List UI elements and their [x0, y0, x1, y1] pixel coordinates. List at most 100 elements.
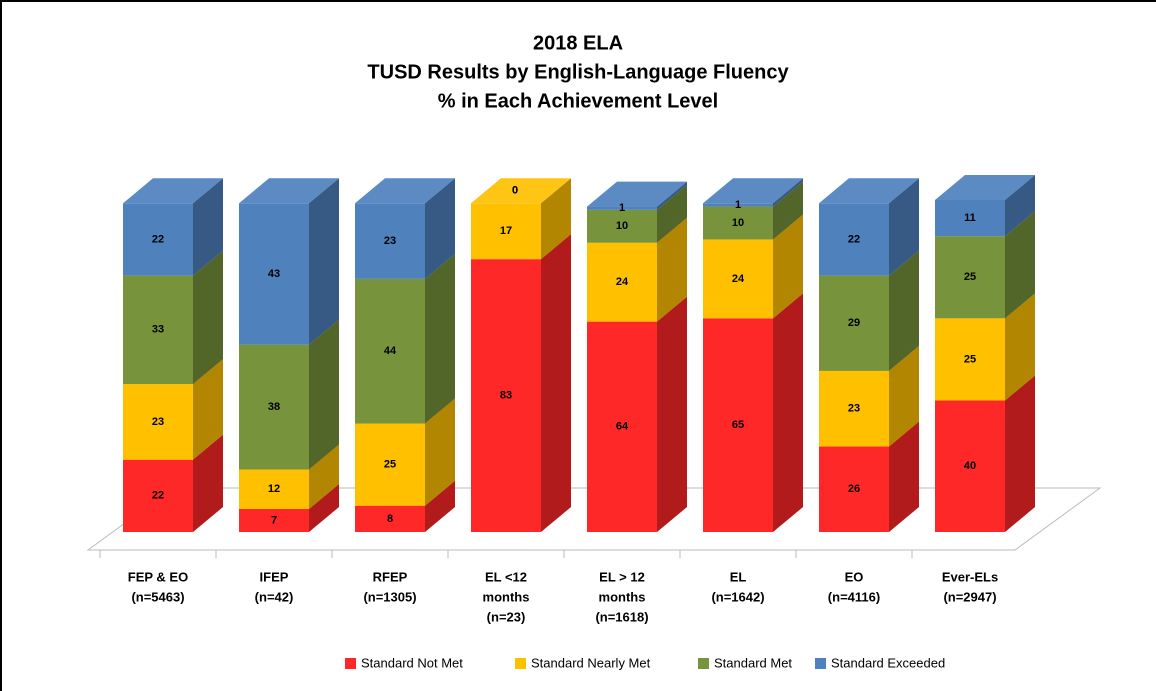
bar: [123, 459, 193, 532]
bar-top: [471, 178, 571, 204]
bar-side: [657, 184, 687, 243]
bar-top: [355, 178, 455, 204]
x-tick-label: (n=4116): [828, 589, 880, 604]
value-label: 12: [268, 483, 280, 495]
bar-side-shade: [425, 480, 455, 532]
value-label: 0: [512, 185, 518, 197]
bar-side-shade: [1005, 175, 1035, 237]
bar-side: [541, 178, 571, 260]
value-label: 24: [732, 273, 745, 285]
value-label: 25: [964, 353, 976, 365]
bar-side: [309, 483, 339, 532]
value-label: 44: [384, 345, 397, 357]
value-label: 25: [964, 271, 976, 283]
bar-side-shade: [1005, 375, 1035, 532]
bar-top-shade: [587, 181, 687, 207]
legend-label: Standard Not Met: [361, 655, 463, 670]
value-label: 22: [152, 490, 164, 502]
bar: [355, 203, 425, 279]
value-label: 23: [848, 403, 860, 415]
bar: [703, 206, 773, 240]
x-tick-label: (n=1618): [595, 609, 648, 624]
bar-side-shade: [657, 184, 687, 243]
x-tick-label: FEP & EO: [128, 569, 188, 584]
bar: [471, 259, 541, 532]
value-label: 24: [616, 276, 629, 288]
bar-side: [773, 178, 803, 207]
bar-side-shade: [309, 319, 339, 470]
bar: [239, 203, 309, 345]
bar-side-shade: [425, 253, 455, 424]
x-tick-label: (n=23): [487, 609, 526, 624]
x-tick-label: EL: [730, 569, 747, 584]
bar: [355, 278, 425, 424]
bar-side-shade: [193, 359, 223, 460]
bar-side: [1005, 293, 1035, 401]
bar-top: [935, 175, 1035, 200]
legend-label: Standard Met: [714, 655, 792, 670]
bar-side: [193, 359, 223, 460]
value-label: 17: [500, 225, 512, 237]
bar-side: [889, 345, 919, 447]
x-tick-label: (n=42): [255, 589, 294, 604]
bar-side: [193, 434, 223, 532]
bar: [239, 469, 309, 509]
bar-side: [425, 178, 455, 279]
bar-side-shade: [773, 178, 803, 207]
bar-side: [309, 319, 339, 470]
legend-swatch: [698, 658, 709, 669]
bar-side: [1005, 375, 1035, 532]
bar-top-shade: [935, 175, 1035, 200]
bar: [587, 209, 657, 243]
value-label: 29: [848, 317, 860, 329]
bar: [471, 203, 541, 260]
value-label: 64: [616, 421, 629, 433]
bar: [703, 318, 773, 532]
bar-side-shade: [773, 293, 803, 532]
bar-side-shade: [773, 181, 803, 240]
bar-side: [309, 444, 339, 509]
bar-side-shade: [193, 434, 223, 532]
x-tick-label: EL <12: [485, 569, 527, 584]
bar-side: [1005, 211, 1035, 319]
value-label: 38: [268, 401, 280, 413]
bar-side: [193, 250, 223, 385]
value-label: 22: [848, 233, 860, 245]
value-label: 23: [384, 235, 396, 247]
value-label: 7: [271, 514, 277, 526]
value-label: 43: [268, 268, 280, 280]
bar-side-shade: [193, 250, 223, 385]
bar: [587, 242, 657, 322]
bar-side-shade: [889, 178, 919, 276]
x-tick-label: RFEP: [373, 569, 408, 584]
bar-side-shade: [657, 296, 687, 532]
bar-top-shade: [819, 178, 919, 204]
x-tick-label: months: [483, 589, 530, 604]
bar-side-shade: [309, 178, 339, 345]
bar-side: [657, 296, 687, 532]
value-label: 83: [500, 389, 512, 401]
bar: [819, 446, 889, 532]
bar-side-shade: [425, 178, 455, 279]
bar-side: [425, 480, 455, 532]
bar-side-shade: [193, 178, 223, 276]
value-label: 23: [152, 416, 164, 428]
x-tick-label: Ever-ELs: [942, 569, 998, 584]
bar-side: [889, 250, 919, 371]
bar-side: [309, 178, 339, 345]
bar-top: [819, 178, 919, 204]
bar-side-shade: [657, 217, 687, 322]
value-label: 1: [735, 199, 741, 211]
bar: [935, 318, 1005, 401]
bar: [239, 508, 309, 532]
value-label: 22: [152, 233, 164, 245]
legend-swatch: [515, 658, 526, 669]
bar-side-shade: [889, 250, 919, 371]
bar-side: [193, 178, 223, 276]
bar-side: [425, 253, 455, 424]
bar-side: [889, 178, 919, 276]
bar: [935, 400, 1005, 532]
x-tick-label: (n=2947): [943, 589, 996, 604]
value-label: 65: [732, 419, 744, 431]
